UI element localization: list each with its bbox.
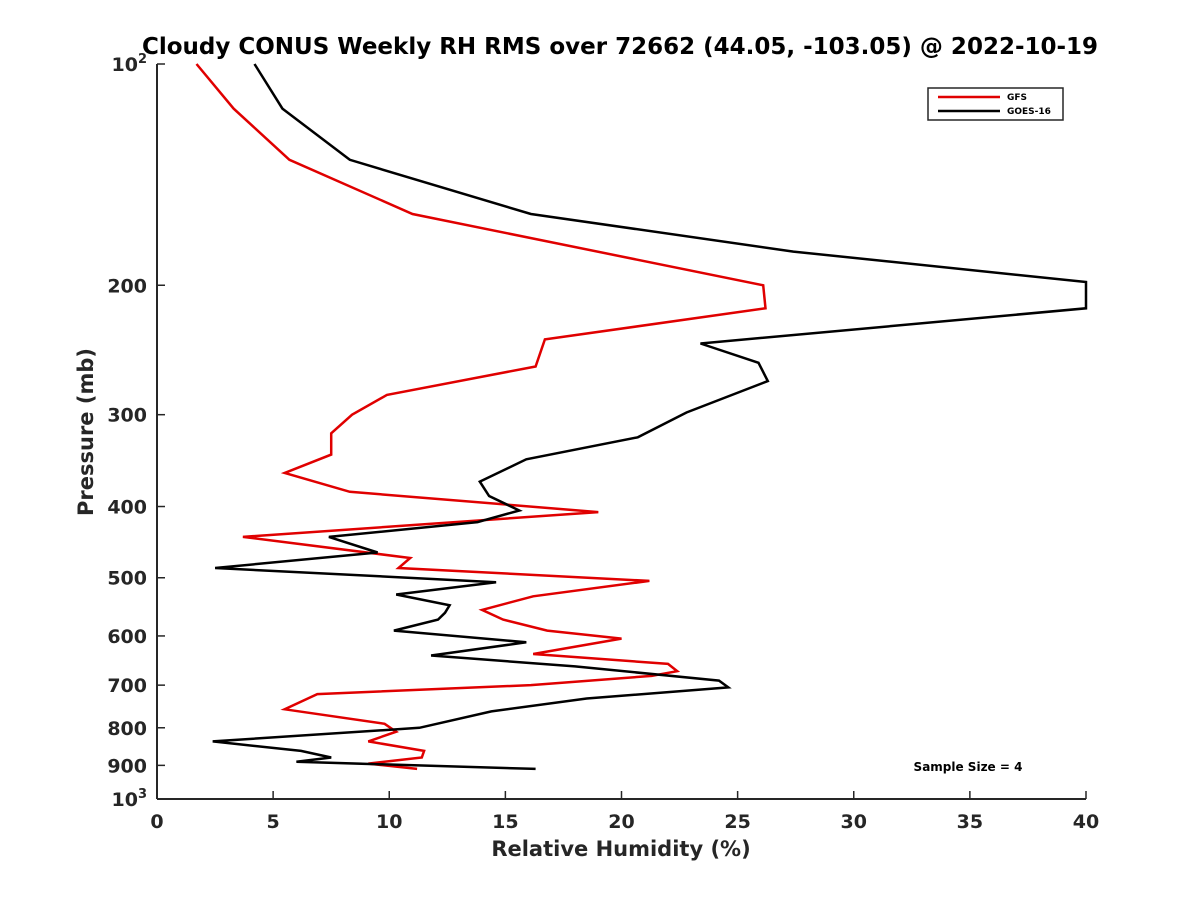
legend-label-gfs: GFS bbox=[1007, 93, 1027, 103]
x-tick-label: 20 bbox=[608, 811, 634, 833]
x-tick-label: 10 bbox=[376, 811, 402, 833]
series-line-goes16 bbox=[212, 63, 1088, 771]
x-tick-label: 0 bbox=[150, 811, 163, 833]
x-tick-label: 35 bbox=[957, 811, 983, 833]
x-tick-label: 15 bbox=[492, 811, 518, 833]
y-tick-label: 400 bbox=[107, 497, 147, 519]
x-tick-label: 30 bbox=[841, 811, 867, 833]
y-tick-label: 102 bbox=[112, 52, 148, 76]
y-axis-label: Pressure (mb) bbox=[74, 348, 98, 516]
y-tick-label: 103 bbox=[112, 787, 148, 811]
x-tick-label: 40 bbox=[1073, 811, 1099, 833]
legend-box bbox=[927, 87, 1064, 121]
series-layer bbox=[195, 63, 1088, 771]
x-tick-label: 25 bbox=[724, 811, 750, 833]
x-axis-label: Relative Humidity (%) bbox=[491, 837, 750, 861]
x-tick-label: 5 bbox=[267, 811, 280, 833]
y-tick-label: 700 bbox=[107, 675, 147, 697]
y-tick-label: 800 bbox=[107, 718, 147, 740]
y-tick-label: 600 bbox=[107, 626, 147, 648]
legend: GFS GOES-16 bbox=[927, 87, 1064, 121]
x-ticks: 0 5 10 15 20 25 30 35 40 bbox=[150, 791, 1099, 833]
y-tick-label: 900 bbox=[107, 755, 147, 777]
chart-title: Cloudy CONUS Weekly RH RMS over 72662 (4… bbox=[142, 34, 1098, 60]
y-tick-label: 500 bbox=[107, 568, 147, 590]
y-ticks: 102 200 300 400 500 600 700 800 900 103 bbox=[107, 52, 165, 811]
series-line-gfs bbox=[195, 63, 767, 771]
y-tick-label: 200 bbox=[107, 275, 147, 297]
y-tick-label: 300 bbox=[107, 405, 147, 427]
sample-size-annotation: Sample Size = 4 bbox=[914, 760, 1023, 774]
legend-label-goes16: GOES-16 bbox=[1007, 107, 1051, 117]
